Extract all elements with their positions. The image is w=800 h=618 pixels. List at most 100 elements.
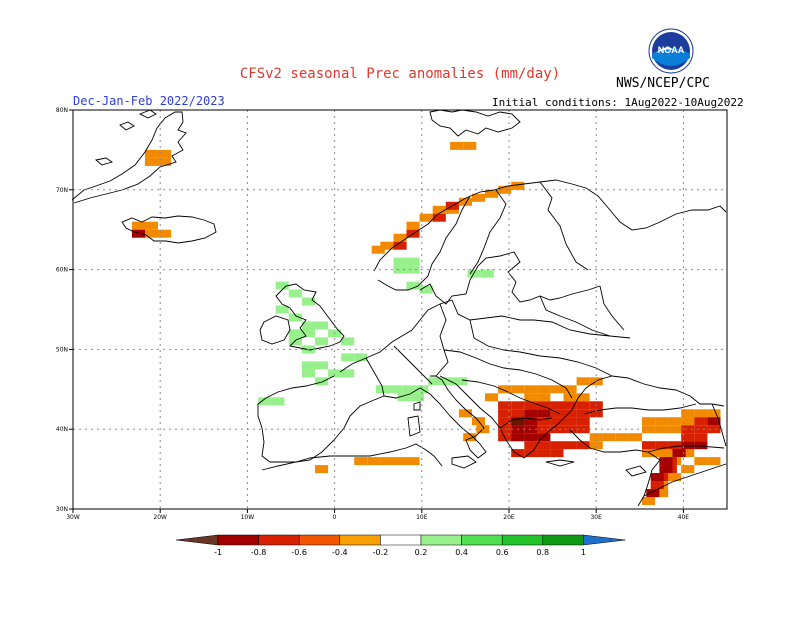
colorbar-segment [461,534,503,546]
anomaly-cell [659,457,673,466]
anomaly-cell [406,221,420,230]
greenland-coast [71,111,187,204]
european-borders [365,285,631,429]
initial-conditions-label: Initial conditions: 1Aug2022-10Aug2022 [492,96,744,109]
anomaly-cell [659,465,673,474]
anomaly-cell [389,385,403,394]
colorbar-label: -0.6 [291,548,307,557]
anomaly-cell [694,441,708,450]
anomaly-cell [576,409,590,418]
anomaly-cell [650,481,664,490]
anomaly-cell [315,321,329,330]
france-med-coast [383,387,421,399]
anomaly-cell [393,241,407,250]
anomaly-cell [602,433,616,442]
anomaly-cell [672,449,686,458]
colorbar-label: -0.8 [251,548,267,557]
turkey-south-coast [569,429,661,507]
anomaly-cell [646,489,660,498]
europe-atlantic-coast [339,299,453,373]
anomaly-cell [537,401,551,410]
anomaly-cell [694,433,708,442]
anomaly-cell [354,457,368,466]
anomaly-cell [380,457,394,466]
anomaly-cell [563,393,577,402]
anomaly-cell [288,337,302,346]
anomaly-cell [576,377,590,386]
y-tick-label: 60N [56,267,68,274]
anomaly-cell [288,313,302,322]
anomaly-cell [393,265,407,274]
anomaly-cell [576,441,590,450]
anomaly-cell [511,433,525,442]
colorbar-arrow-high [583,534,626,546]
anomaly-cell [563,441,577,450]
norway-sweden-border [377,195,471,291]
y-tick-label: 50N [56,346,68,353]
anomaly-cell [341,369,355,378]
axis-ticks: 30W 20W 10W 0 10E 20E 30E 40E 30N 40N 50N 60N 70N 80N [56,107,689,521]
iberia-coast [257,375,385,463]
colorbar-arrow-low [175,534,219,546]
anomaly-cell [511,449,525,458]
anomaly-cell [537,441,551,450]
x-tick-label: 30W [66,514,80,521]
anomaly-cell [628,433,642,442]
anomaly-cell [642,441,656,450]
anomaly-cell [550,449,564,458]
anomaly-cell [288,289,302,298]
colorbar: -1 -0.8 -0.6 -0.4 -0.2 0.2 0.4 0.6 0.8 1 [175,534,626,557]
anomaly-cell [642,497,656,505]
x-tick-label: 10E [416,514,428,521]
x-tick-label: 30E [590,514,602,521]
anomaly-cell [158,157,172,166]
anomaly-cell [650,473,664,482]
colorbar-segment [258,534,300,546]
anomaly-cell [406,281,420,290]
anomaly-cell [393,233,407,242]
anomaly-cell [341,353,355,362]
anomaly-cell [471,193,485,202]
anomaly-cell [328,369,342,378]
anomaly-cell [301,361,315,370]
anomaly-cell [707,417,721,426]
x-tick-label: 40E [678,514,690,521]
colorbar-segment [298,534,341,546]
anomaly-cell [301,297,315,306]
colorbar-label: -0.2 [373,548,389,557]
anomaly-cell [380,241,394,250]
anomaly-cell [485,393,499,402]
anomaly-cell [158,229,172,238]
plot-frame [72,109,728,510]
anomaly-cell [707,457,721,466]
anomaly-cell [681,433,695,442]
anomaly-cell [681,465,695,474]
anomaly-cell [315,361,329,370]
anomaly-cell [511,181,525,190]
anomaly-cell [655,441,669,450]
anomaly-cell [550,425,564,434]
anomaly-cell [537,449,551,458]
anomaly-cell [642,449,656,458]
anomaly-cell [524,409,538,418]
anomaly-cell [537,433,551,442]
anomaly-cell [463,141,477,150]
x-tick-label: 10W [241,514,255,521]
italy-coast [419,375,487,459]
anomaly-cell [524,393,538,402]
balkans-coast [439,375,573,459]
noaa-logo-text: NOAA [658,45,685,55]
anomaly-cell [498,385,512,394]
noaa-logo: NOAA [648,28,694,74]
anomaly-cell [511,401,525,410]
anomaly-cell [432,205,446,214]
colorbar-label: -1 [214,548,222,557]
anomaly-cell [681,441,695,450]
anomaly-cell [589,433,603,442]
colorbar-label: 0.4 [455,548,468,557]
anomaly-cell [655,449,669,458]
anomaly-cell [511,385,525,394]
colorbar-label: -0.4 [332,548,348,557]
anomaly-cell [341,337,355,346]
